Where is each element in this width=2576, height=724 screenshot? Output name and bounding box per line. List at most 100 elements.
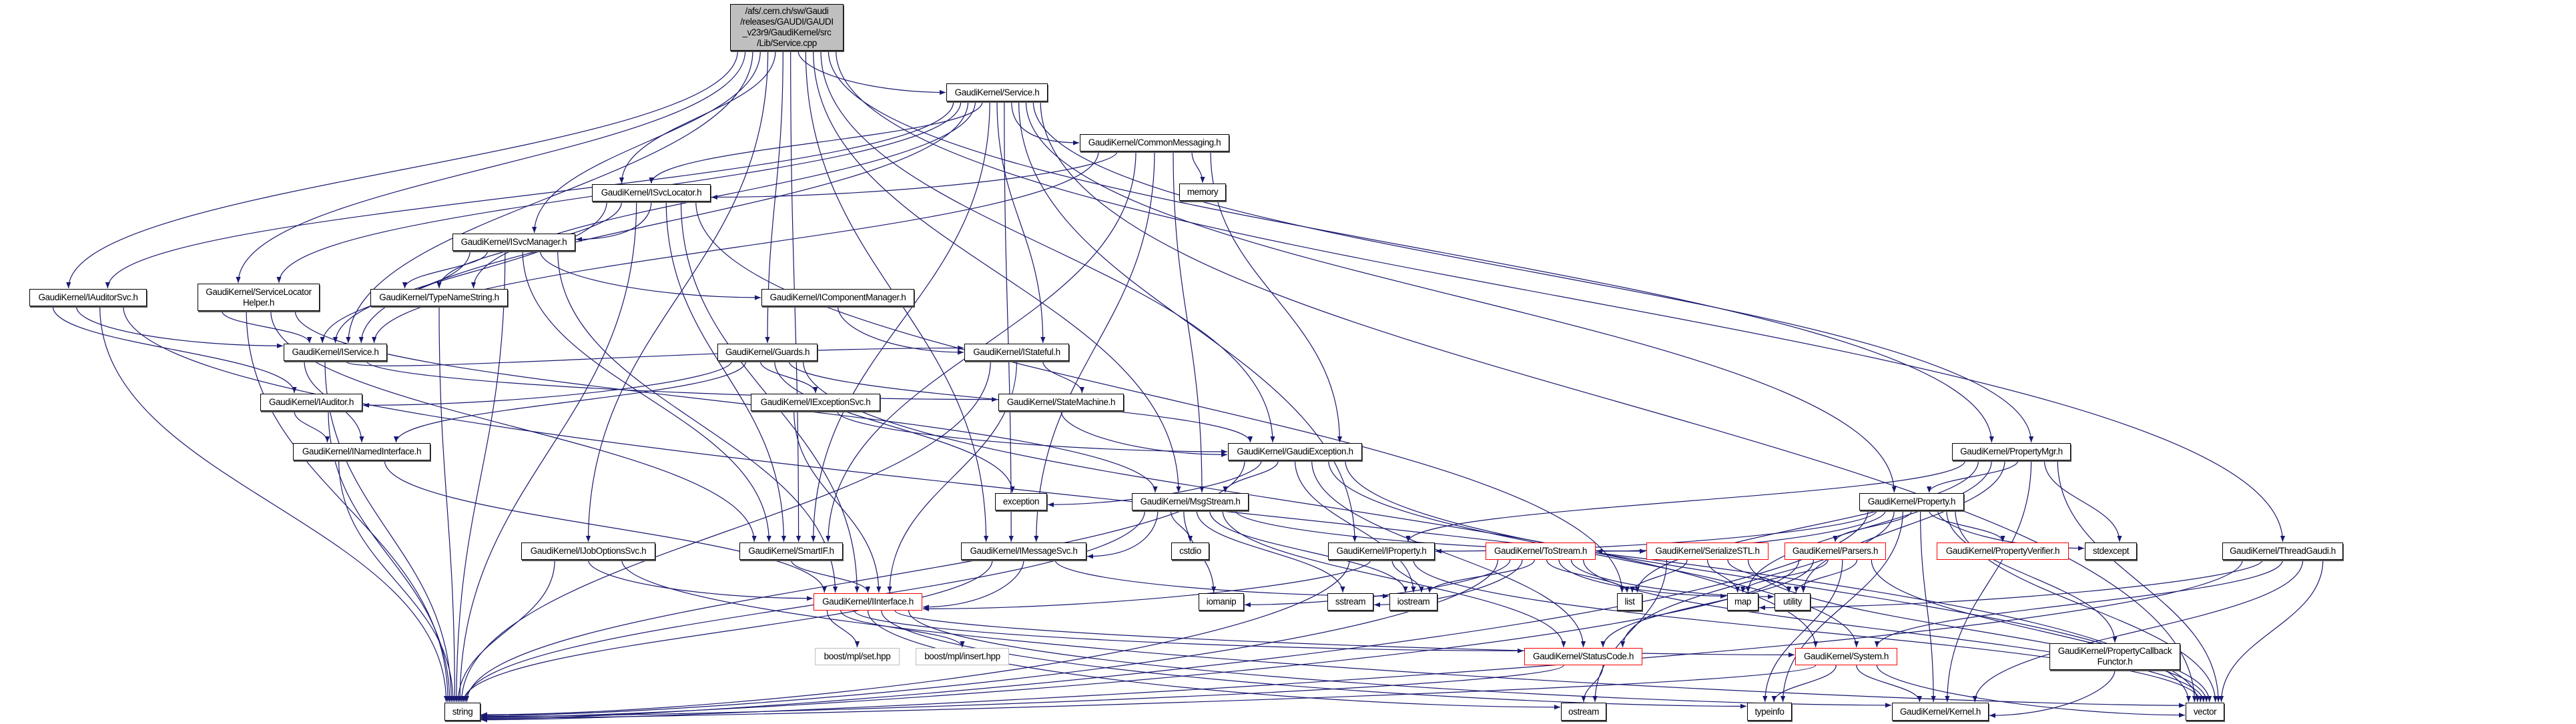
node-parsers-h[interactable]: GaudiKernel/Parsers.h bbox=[1785, 542, 1886, 560]
edge-iexceptionsvc-to-gaudiexception bbox=[836, 410, 1228, 454]
node-iservice-h[interactable]: GaudiKernel/IService.h bbox=[284, 344, 387, 361]
edge-service-to-propertymgr bbox=[1032, 101, 2034, 443]
node-exception: exception bbox=[995, 493, 1047, 510]
edge-commonmsg-to-msgstream bbox=[1173, 151, 1205, 493]
node-property-verifier-h[interactable]: GaudiKernel/PropertyVerifier.h bbox=[1937, 542, 2069, 560]
edge-msgstream-to-imessagesvc bbox=[1086, 510, 1159, 559]
node-iomanip: iomanip bbox=[1199, 593, 1244, 611]
edge-gaudiexception-to-statuscode bbox=[1311, 460, 1586, 648]
node-root-service-cpp: /afs/.cern.ch/sw/Gaudi /releases/GAUDI/G… bbox=[730, 4, 844, 51]
node-isvcmanager-h[interactable]: GaudiKernel/ISvcManager.h bbox=[452, 234, 575, 251]
node-property-h[interactable]: GaudiKernel/Property.h bbox=[1859, 493, 1964, 510]
edge-iservice-to-statemachine bbox=[366, 360, 998, 402]
edge-iauditorsvc-to-string bbox=[99, 306, 449, 703]
edge-ijoboptionssvc-to-string bbox=[455, 559, 555, 703]
edge-service-to-istateful bbox=[996, 101, 1046, 344]
edge-root-to-iauditorsvc bbox=[66, 50, 738, 289]
edge-propertymgr-to-map bbox=[1745, 460, 1992, 593]
edge-propertymgr-to-iproperty bbox=[1405, 460, 1966, 542]
edge-istateful-to-string bbox=[459, 360, 991, 703]
node-iinterface-h[interactable]: GaudiKernel/IInterface.h bbox=[814, 593, 922, 611]
edge-service-to-property bbox=[1025, 101, 1897, 493]
edge-property-to-kernel bbox=[1919, 510, 1936, 703]
edge-imessagesvc-to-string bbox=[460, 559, 993, 703]
edge-root-to-isvcmanager bbox=[532, 50, 761, 234]
node-gaudi-exception-h[interactable]: GaudiKernel/GaudiException.h bbox=[1228, 443, 1362, 460]
edge-tostream-to-iostream bbox=[1427, 559, 1535, 593]
edge-isvcmanager-to-string bbox=[454, 250, 506, 703]
edge-inamedinterface-to-iinterface bbox=[384, 460, 827, 593]
node-icomponent-manager-h[interactable]: GaudiKernel/IComponentManager.h bbox=[761, 289, 914, 306]
node-list: list bbox=[1617, 593, 1642, 611]
edge-threadgaudi-to-string bbox=[480, 559, 2243, 723]
node-kernel-h[interactable]: GaudiKernel/Kernel.h bbox=[1892, 703, 1989, 721]
node-smartif-h[interactable]: GaudiKernel/SmartIF.h bbox=[739, 542, 843, 560]
node-to-stream-h[interactable]: GaudiKernel/ToStream.h bbox=[1486, 542, 1596, 560]
node-string: string bbox=[444, 703, 480, 721]
node-stdexcept: stdexcept bbox=[2085, 542, 2137, 560]
node-thread-gaudi-h[interactable]: GaudiKernel/ThreadGaudi.h bbox=[2222, 542, 2343, 560]
edge-smartif-to-iinterface bbox=[790, 559, 871, 593]
node-isvclocator-h[interactable]: GaudiKernel/ISvcLocator.h bbox=[592, 184, 711, 202]
node-boost-mpl-insert-hpp: boost/mpl/insert.hpp bbox=[916, 648, 1009, 665]
node-state-machine-h[interactable]: GaudiKernel/StateMachine.h bbox=[998, 394, 1124, 411]
edge-statuscode-to-ostream bbox=[1581, 665, 1604, 703]
edge-parsers-to-statuscode bbox=[1600, 559, 1815, 648]
edge-threadgaudi-to-map bbox=[1758, 559, 2263, 611]
edge-imessagesvc-to-iinterface bbox=[922, 559, 1024, 610]
edge-msgstream-to-sstream bbox=[1196, 510, 1345, 593]
edge-iauditor-to-inamedinterface bbox=[294, 410, 330, 443]
edge-isvclocator-to-isvcmanager bbox=[575, 201, 652, 242]
edge-system-to-kernel bbox=[1856, 665, 1922, 703]
edge-servicelocatorhelper-to-iservice bbox=[222, 310, 312, 344]
node-ostream: ostream bbox=[1561, 703, 1606, 721]
edge-isvclocator-to-string bbox=[457, 201, 637, 703]
node-property-callback-functor-h[interactable]: GaudiKernel/PropertyCallback Functor.h bbox=[2049, 643, 2180, 670]
node-istateful-h[interactable]: GaudiKernel/IStateful.h bbox=[964, 344, 1069, 361]
edge-root-to-isvclocator bbox=[619, 50, 776, 184]
edge-root-to-threadgaudi bbox=[836, 50, 2286, 542]
edge-commonmsg-to-isvclocator bbox=[711, 151, 1118, 200]
edge-commonmsg-to-iservice bbox=[372, 151, 1099, 344]
edge-root-to-ijoboptionssvc bbox=[585, 50, 769, 542]
node-iauditor-h[interactable]: GaudiKernel/IAuditor.h bbox=[260, 394, 362, 411]
node-ijob-options-svc-h[interactable]: GaudiKernel/IJobOptionsSvc.h bbox=[521, 542, 655, 560]
edge-root-to-msgstream bbox=[813, 50, 1181, 493]
edge-iauditor-to-string bbox=[328, 410, 452, 703]
edge-parsers-to-typeinfo bbox=[1762, 559, 1843, 703]
edge-system-to-vector bbox=[1876, 665, 2186, 718]
node-iauditorsvc-h[interactable]: GaudiKernel/IAuditorSvc.h bbox=[29, 289, 147, 306]
edge-isvcmanager-to-typenamestring bbox=[402, 250, 489, 289]
edge-pcf-to-kernel bbox=[1989, 669, 2116, 718]
node-iproperty-h[interactable]: GaudiKernel/IProperty.h bbox=[1328, 542, 1435, 560]
node-common-messaging-h[interactable]: GaudiKernel/CommonMessaging.h bbox=[1080, 134, 1229, 151]
edge-gaudiexception-to-exception bbox=[1047, 460, 1262, 507]
edge-guards-to-iexceptionsvc bbox=[759, 360, 818, 394]
edge-msgstream-to-iostream bbox=[1209, 510, 1408, 593]
node-service-locator-helper-h[interactable]: GaudiKernel/ServiceLocator Helper.h bbox=[198, 284, 320, 311]
node-iexceptionsvc-h[interactable]: GaudiKernel/IExceptionSvc.h bbox=[751, 394, 880, 411]
node-status-code-h[interactable]: GaudiKernel/StatusCode.h bbox=[1524, 648, 1642, 665]
edge-root-to-service bbox=[797, 50, 946, 95]
edge-parsers-to-utility bbox=[1793, 559, 1858, 593]
node-msg-stream-h[interactable]: GaudiKernel/MsgStream.h bbox=[1132, 493, 1249, 510]
node-inamed-interface-h[interactable]: GaudiKernel/INamedInterface.h bbox=[293, 443, 430, 460]
edge-guards-to-inamedinterface bbox=[393, 360, 747, 443]
edge-guards-to-iauditor bbox=[362, 360, 733, 408]
edge-serializestl-to-list bbox=[1630, 559, 1688, 593]
edge-iauditorsvc-to-iauditor bbox=[52, 306, 297, 394]
edge-isvcmanager-to-iinterface bbox=[557, 250, 838, 593]
node-guards-h[interactable]: GaudiKernel/Guards.h bbox=[717, 344, 818, 361]
edge-propertymgr-to-stdexcept bbox=[2043, 460, 2122, 542]
edge-service-to-smartif bbox=[811, 101, 990, 542]
node-type-name-string-h[interactable]: GaudiKernel/TypeNameString.h bbox=[370, 289, 508, 306]
node-system-h[interactable]: GaudiKernel/System.h bbox=[1795, 648, 1897, 665]
edge-service-to-vector bbox=[1040, 101, 2197, 703]
node-property-mgr-h[interactable]: GaudiKernel/PropertyMgr.h bbox=[1952, 443, 2071, 460]
node-service-h[interactable]: GaudiKernel/Service.h bbox=[946, 83, 1048, 101]
edge-tostream-to-string bbox=[480, 559, 1498, 718]
node-serialize-stl-h[interactable]: GaudiKernel/SerializeSTL.h bbox=[1646, 542, 1768, 560]
edge-istateful-to-statemachine bbox=[1042, 360, 1084, 394]
node-imessage-svc-h[interactable]: GaudiKernel/IMessageSvc.h bbox=[961, 542, 1086, 560]
edge-imessagesvc-to-iostream bbox=[1054, 559, 1389, 599]
